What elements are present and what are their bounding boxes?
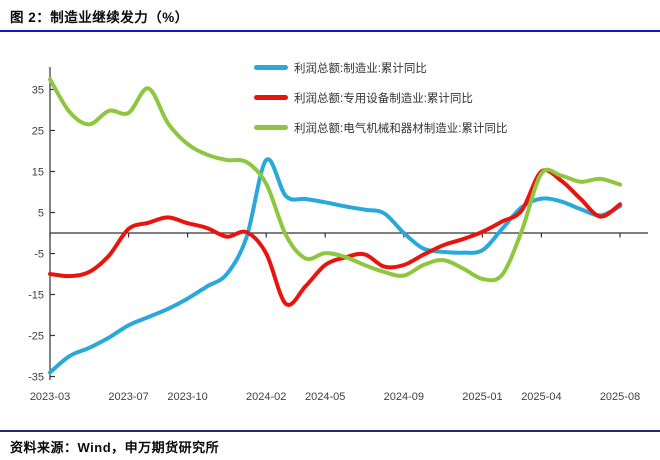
legend-item-electrical-machinery: 利润总额:电气机械和器材制造业:累计同比 <box>254 121 508 135</box>
red-line-swatch <box>254 95 288 100</box>
x-axis-label: 2024-05 <box>305 391 345 403</box>
y-axis-label: -35 <box>28 372 44 384</box>
x-axis-label: 2025-01 <box>462 391 502 403</box>
y-axis-label: -15 <box>28 290 44 302</box>
x-axis-label: 2024-02 <box>246 391 286 403</box>
y-axis-label: 15 <box>32 167 44 179</box>
legend-label: 利润总额:专用设备制造业:累计同比 <box>294 92 473 105</box>
title-underline <box>0 30 660 32</box>
chart-legend: 利润总额:制造业:累计同比 利润总额:专用设备制造业:累计同比 利润总额:电气机… <box>254 61 507 151</box>
legend-label: 利润总额:电气机械和器材制造业:累计同比 <box>294 122 508 135</box>
source-topline <box>0 430 660 432</box>
x-axis-label: 2024-09 <box>384 391 424 403</box>
y-axis-label: 5 <box>38 208 44 220</box>
y-axis-label: 25 <box>32 126 44 138</box>
y-axis-label: -5 <box>34 249 44 261</box>
y-axis-label: 35 <box>32 85 44 97</box>
series-line-special-equipment <box>48 168 622 307</box>
green-line-swatch <box>254 125 288 130</box>
series-line-electrical-machinery <box>48 77 622 283</box>
x-axis-label: 2023-10 <box>167 391 207 403</box>
x-axis-label: 2025-08 <box>600 391 640 403</box>
x-axis-label: 2023-03 <box>30 391 70 403</box>
x-axis-label: 2023-07 <box>108 391 148 403</box>
figure-title: 图 2：制造业继续发力（%） <box>10 10 189 25</box>
blue-line-swatch <box>254 65 288 70</box>
source-text: 资料来源：Wind，申万期货研究所 <box>10 440 220 455</box>
x-axis-label: 2025-04 <box>521 391 561 403</box>
y-axis-label: -25 <box>28 331 44 343</box>
legend-item-manufacturing: 利润总额:制造业:累计同比 <box>254 61 507 75</box>
legend-item-special-equipment: 利润总额:专用设备制造业:累计同比 <box>254 91 507 105</box>
legend-label: 利润总额:制造业:累计同比 <box>294 62 427 75</box>
